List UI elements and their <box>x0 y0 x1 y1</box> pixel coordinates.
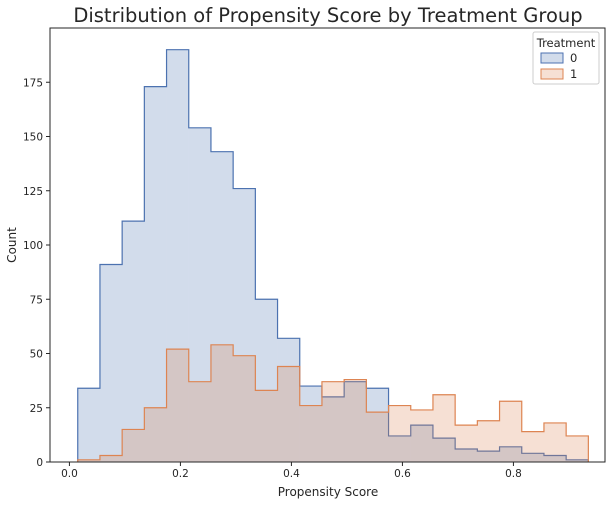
bar-series-0-bin-17 <box>455 448 478 462</box>
bar-series-1-bin-0 <box>77 459 100 462</box>
bar-series-1-bin-7 <box>233 355 256 462</box>
bar-series-0-bin-6 <box>210 151 234 462</box>
bar-series-0-bin-15 <box>410 425 433 462</box>
bar-series-1-bin-8 <box>255 390 278 462</box>
y-tick-label: 175 <box>23 77 43 89</box>
bar-series-1-bin-6 <box>210 344 234 462</box>
y-axis-ticks: 0 25 50 75 100 125 150 175 <box>23 77 50 469</box>
step-outline-series-0 <box>77 49 589 462</box>
y-tick-label: 125 <box>23 186 43 198</box>
y-tick-label: 25 <box>30 403 43 415</box>
bar-series-0-bin-1 <box>99 264 123 462</box>
bar-series-0-bin-19 <box>499 446 522 462</box>
bar-series-0-bin-16 <box>432 438 456 462</box>
bar-series-1-bin-19 <box>499 401 522 462</box>
series-1 <box>77 344 589 462</box>
bar-series-1-bin-20 <box>521 431 544 462</box>
x-tick-label: 0.2 <box>172 468 189 480</box>
x-tick-label: 0.6 <box>394 468 411 480</box>
legend: Treatment 0 1 <box>532 31 600 85</box>
series-0 <box>77 49 589 462</box>
step-outline-series-1 <box>77 344 589 462</box>
x-tick-label: 0.8 <box>505 468 522 480</box>
bar-series-1-bin-14 <box>388 405 411 462</box>
y-tick-label: 150 <box>23 132 43 144</box>
bar-series-0-bin-11 <box>321 396 345 462</box>
y-tick-label: 75 <box>30 294 43 306</box>
y-tick-label: 0 <box>36 457 43 469</box>
bar-series-0-bin-4 <box>166 49 189 462</box>
bar-series-0-bin-21 <box>543 455 567 462</box>
bar-series-1-bin-3 <box>144 407 167 462</box>
x-axis-ticks: 0.0 0.2 0.4 0.6 0.8 <box>61 462 522 480</box>
bar-series-0-bin-12 <box>344 381 367 462</box>
bar-series-0-bin-18 <box>477 451 500 462</box>
legend-swatch-1 <box>540 68 564 80</box>
bar-series-1-bin-2 <box>122 429 145 462</box>
bar-series-0-bin-22 <box>566 459 589 462</box>
bar-series-0-bin-2 <box>122 221 145 462</box>
x-tick-label: 0.4 <box>283 468 300 480</box>
bar-series-0-bin-14 <box>388 435 411 462</box>
bar-series-0-bin-7 <box>233 188 256 462</box>
legend-swatch-0 <box>540 52 564 64</box>
bar-series-0-bin-5 <box>188 127 211 462</box>
bar-series-1-bin-16 <box>432 394 456 462</box>
y-tick-label: 50 <box>30 349 43 361</box>
bar-series-1-bin-15 <box>410 409 433 462</box>
bar-series-1-bin-22 <box>566 435 589 462</box>
bar-series-0-bin-13 <box>366 388 389 462</box>
legend-label-1: 1 <box>570 67 577 81</box>
bar-series-1-bin-9 <box>277 366 300 462</box>
bar-series-1-bin-10 <box>299 405 322 462</box>
y-tick-label: 100 <box>23 240 43 252</box>
bar-series-0-bin-20 <box>521 453 544 462</box>
bar-series-1-bin-18 <box>477 420 500 462</box>
legend-title: Treatment <box>536 36 596 50</box>
bar-series-1-bin-12 <box>344 379 367 462</box>
legend-box <box>532 31 600 85</box>
legend-label-0: 0 <box>570 51 577 65</box>
bar-series-1-bin-17 <box>455 425 478 462</box>
chart-title: Distribution of Propensity Score by Trea… <box>73 4 582 27</box>
bar-series-0-bin-0 <box>77 388 100 462</box>
x-tick-label: 0.0 <box>61 468 78 480</box>
bar-series-1-bin-21 <box>543 422 567 462</box>
bar-series-0-bin-8 <box>255 299 278 462</box>
x-axis-label: Propensity Score <box>278 485 378 499</box>
y-axis-label: Count <box>5 227 19 263</box>
bar-series-1-bin-4 <box>166 349 189 462</box>
plot-area <box>77 49 589 462</box>
bar-series-1-bin-13 <box>366 412 389 462</box>
bar-series-1-bin-5 <box>188 381 211 462</box>
bar-series-1-bin-11 <box>321 381 345 462</box>
bar-series-1-bin-1 <box>99 455 123 462</box>
bar-series-0-bin-3 <box>144 86 167 462</box>
bar-series-0-bin-9 <box>277 338 300 462</box>
